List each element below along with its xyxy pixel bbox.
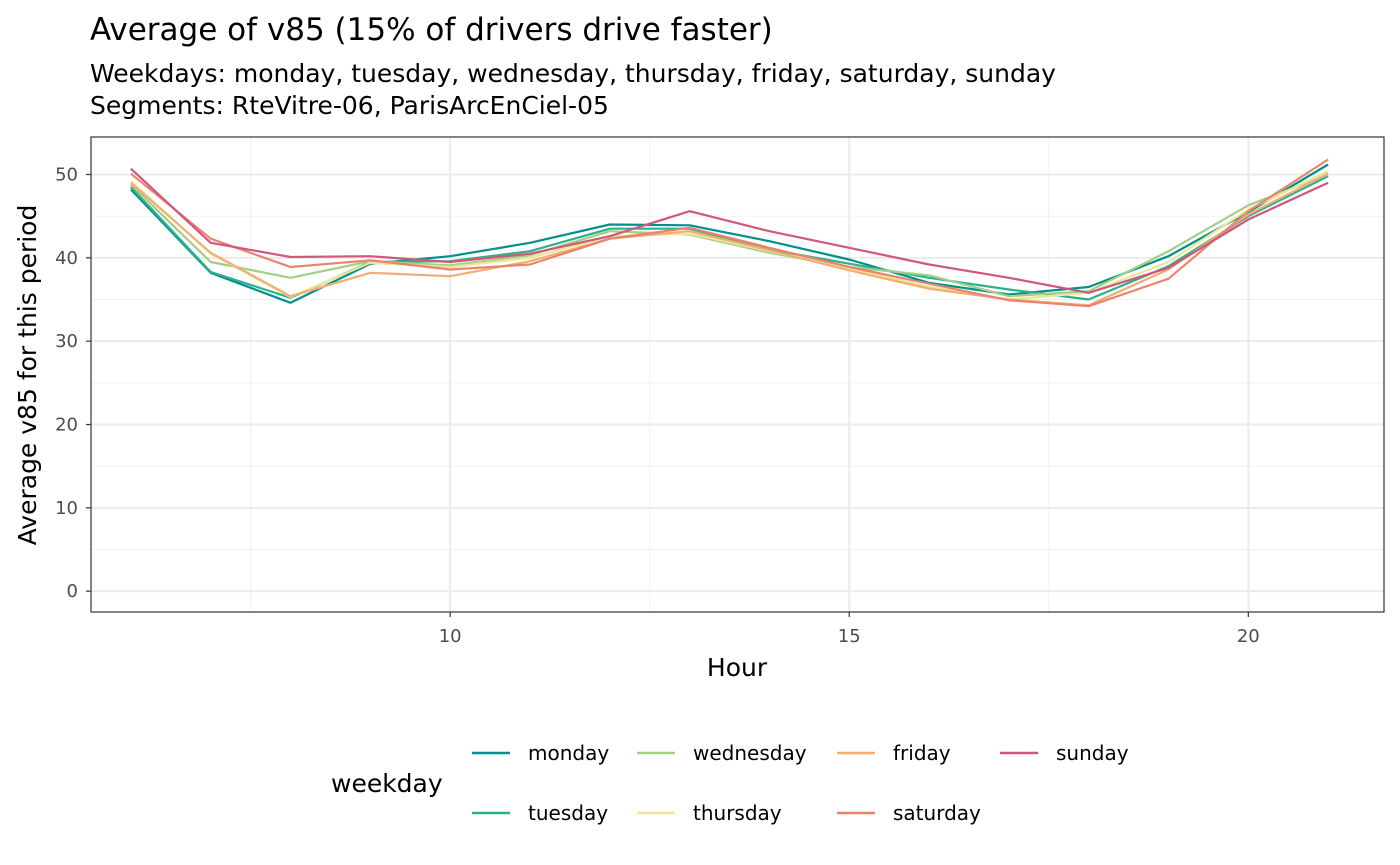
legend-label-monday: monday — [528, 741, 609, 765]
x-tick-label: 10 — [439, 626, 462, 647]
legend-title: weekday — [331, 769, 443, 798]
series-line-wednesday — [130, 173, 1329, 298]
legend-item-tuesday: tuesday — [472, 801, 608, 825]
series-line-thursday — [130, 170, 1329, 301]
legend-label-tuesday: tuesday — [528, 801, 608, 825]
legend-item-thursday: thursday — [637, 801, 782, 825]
legend-label-wednesday: wednesday — [693, 741, 807, 765]
chart-subtitle-weekdays: Weekdays: monday, tuesday, wednesday, th… — [90, 59, 1056, 88]
axis-ticks: 10 15 20 0 10 20 30 40 50 — [55, 165, 1260, 648]
series-lines — [130, 158, 1329, 308]
x-tick-label: 20 — [1237, 626, 1260, 647]
legend-label-sunday: sunday — [1056, 741, 1129, 765]
x-tick-label: 15 — [838, 626, 861, 647]
y-tick-label: 50 — [55, 165, 78, 186]
legend-item-sunday: sunday — [1000, 741, 1129, 765]
legend-label-friday: friday — [893, 741, 951, 765]
y-tick-label: 10 — [55, 498, 78, 519]
chart-subtitle-segments: Segments: RteVitre-06, ParisArcEnCiel-05 — [90, 91, 609, 120]
legend-item-monday: monday — [472, 741, 609, 765]
series-line-sunday — [130, 167, 1329, 294]
legend-item-saturday: saturday — [837, 801, 981, 825]
y-axis-title: Average v85 for this period — [13, 205, 42, 546]
legend-label-thursday: thursday — [693, 801, 782, 825]
legend-label-saturday: saturday — [893, 801, 981, 825]
plot-panel-border — [90, 136, 1385, 613]
y-tick-label: 20 — [55, 415, 78, 436]
chart-title: Average of v85 (15% of drivers drive fas… — [90, 12, 773, 48]
series-line-friday — [130, 172, 1329, 307]
legend-item-friday: friday — [837, 741, 951, 765]
y-tick-label: 40 — [55, 248, 78, 269]
y-tick-label: 0 — [67, 581, 78, 602]
y-tick-label: 30 — [55, 331, 78, 352]
plot-grid — [91, 137, 1384, 612]
x-axis-title: Hour — [707, 653, 768, 682]
series-line-saturday — [130, 158, 1329, 308]
legend-item-wednesday: wednesday — [637, 741, 807, 765]
legend: weekday monday tuesday wednesday thursday fr… — [331, 741, 1129, 825]
series-line-monday — [130, 163, 1329, 304]
